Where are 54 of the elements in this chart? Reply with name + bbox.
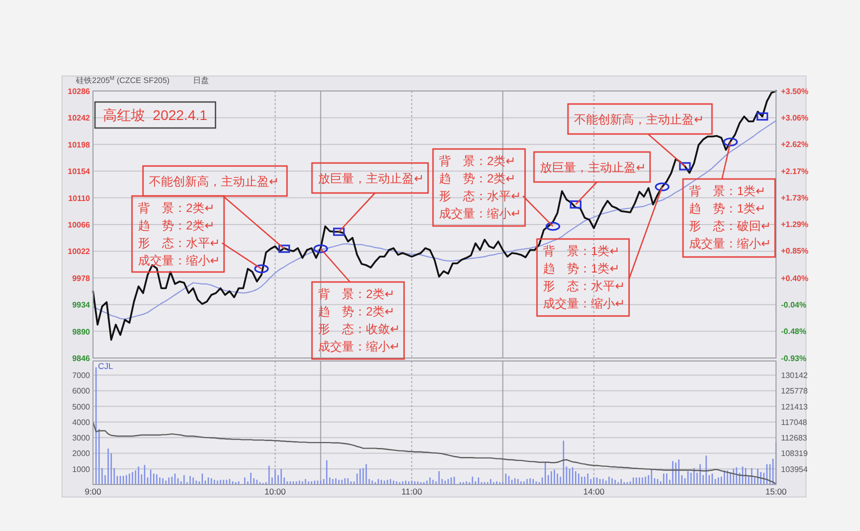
y-tick-label: 10022	[68, 247, 91, 256]
annotation: 背 景：1类↵ 趋 势：1类↵ 形 态：破回↵ 成交量：缩小↵	[689, 184, 772, 250]
y-tick-label: 7000	[72, 371, 91, 380]
x-tick-label: 14:00	[583, 486, 605, 496]
y2-tick-label: +2.62%	[781, 140, 808, 150]
y-tick-label: 4000	[72, 418, 91, 427]
y2-tick-label: +0.40%	[781, 274, 808, 283]
y-tick-label: 6000	[72, 386, 91, 396]
y-tick-label: 9934	[72, 300, 91, 310]
y2-tick-label: +1.73%	[781, 194, 808, 203]
annotation: 放巨量，主动止盈↵	[540, 160, 646, 174]
text: 日盘	[192, 76, 209, 85]
y-tick-label: 9890	[72, 327, 91, 336]
y-tick-label: 3000	[72, 434, 91, 443]
y2-tick-label: 103954	[781, 464, 808, 474]
y2-tick-label: 112683	[781, 434, 808, 443]
y2-tick-label: +3.50%	[781, 87, 808, 96]
chart-subtitle: 硅铁2205$^{M}$ (CZCE SF205)	[75, 76, 170, 85]
y-tick-label: 9846	[72, 354, 91, 363]
chart-title: CJL	[98, 361, 114, 371]
y-tick-label: 10066	[68, 220, 91, 230]
y2-tick-label: +3.06%	[781, 114, 808, 123]
y2-tick-label: -0.04%	[781, 300, 806, 310]
y2-tick-label: -0.93%	[781, 354, 806, 363]
annotation: 不能创新高，主动止盈↵	[149, 174, 280, 188]
y-tick-label: 1000	[72, 464, 91, 474]
annotation: 背 景：2类↵ 趋 势：2类↵ 形 态：水平↵ 成交量：缩小↵	[138, 201, 220, 268]
annotation: 背 景：2类↵ 趋 势：2类↵ 形 态：收敛↵ 成交量：缩小↵	[318, 287, 400, 354]
y2-tick-label: 130142	[781, 371, 808, 380]
y2-tick-label: 121413	[781, 402, 808, 412]
y2-tick-label: 117048	[781, 418, 808, 427]
annotation: 背 景：1类↵ 趋 势：1类↵ 形 态：水平↵ 成交量：缩小↵	[543, 244, 626, 310]
y-tick-label: 10154	[68, 167, 91, 176]
y2-tick-label: -0.48%	[781, 326, 806, 336]
y-tick-label: 10110	[68, 194, 91, 203]
x-tick-label: 11:00	[401, 486, 422, 496]
y2-tick-label: 108319	[781, 449, 808, 458]
x-tick-label: 9:00	[84, 486, 102, 496]
annotation: 不能创新高，主动止盈↵	[574, 112, 704, 126]
annotation: 背 景：2类↵ 趋 势：2类↵ 形 态：水平↵ 成交量：缩小↵	[439, 154, 522, 220]
y2-tick-label: +1.29%	[781, 220, 808, 230]
y-tick-label: 2000	[72, 449, 91, 458]
x-tick-label: 10:00	[264, 486, 286, 496]
y2-tick-label: +2.17%	[781, 167, 808, 176]
y2-tick-label: 125778	[781, 386, 808, 396]
y2-tick-label: +0.85%	[781, 246, 808, 256]
x-tick-label: 15:00	[765, 486, 787, 496]
y-tick-label: 9978	[72, 274, 91, 283]
annotation: 放巨量，主动止盈↵	[318, 172, 424, 186]
y-tick-label: 10242	[68, 114, 91, 123]
text: 高红坡 2022.4.1	[103, 107, 208, 123]
y-tick-label: 5000	[72, 402, 91, 412]
y-tick-label: 10198	[68, 140, 91, 150]
y-tick-label: 10286	[68, 87, 91, 96]
